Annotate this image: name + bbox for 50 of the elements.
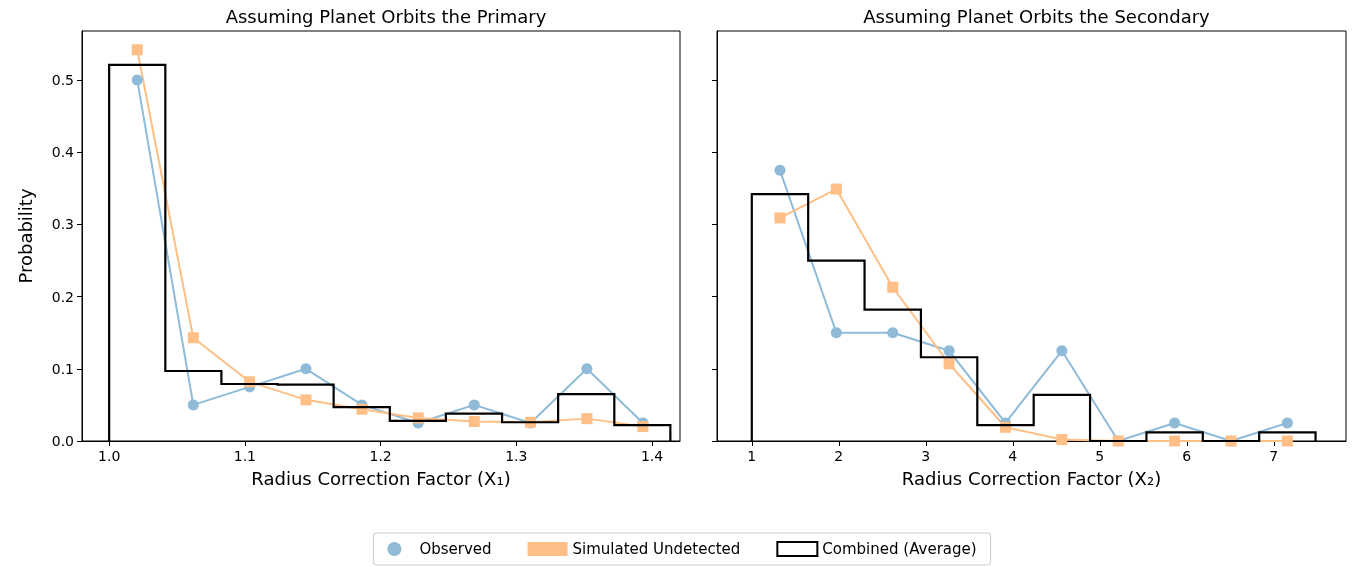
y-tick-label: 0.5	[51, 72, 74, 89]
y-tick-label: 0.3	[51, 216, 74, 233]
x-tick-label: 1.4	[640, 448, 664, 464]
legend-label: Observed	[419, 540, 492, 558]
point	[830, 327, 842, 339]
x-tick-label: 1.0	[98, 448, 121, 464]
point	[468, 399, 480, 411]
y-axis-title: Probability	[14, 188, 36, 284]
legend-label: Combined (Average)	[822, 540, 977, 558]
point	[187, 399, 199, 411]
point	[887, 281, 899, 293]
x-tick-label: 1.1	[233, 448, 256, 464]
point	[581, 413, 593, 425]
point	[131, 74, 143, 86]
point	[774, 164, 786, 176]
legend-label: Simulated Undetected	[572, 540, 741, 558]
x-tick-label: 7	[1269, 448, 1279, 464]
point	[300, 363, 312, 375]
chart-title: Assuming Planet Orbits the Primary	[225, 5, 547, 27]
point	[943, 345, 955, 357]
y-tick-label: 0.0	[51, 433, 74, 449]
x-tick-label: 6	[1182, 448, 1192, 464]
point	[300, 394, 312, 406]
point	[581, 363, 593, 375]
x-tick-label: 1	[747, 448, 757, 464]
x-tick-label: 1.2	[369, 448, 392, 464]
y-tick-label: 0.2	[51, 288, 74, 305]
point	[468, 416, 480, 428]
point	[774, 212, 786, 224]
point	[1169, 417, 1181, 429]
point	[887, 327, 899, 339]
x-tick-label: 5	[1095, 448, 1105, 464]
y-tick-label: 0.1	[51, 360, 74, 377]
x-tick-label: 4	[1008, 448, 1018, 464]
point	[1056, 434, 1068, 446]
x-axis-title: Radius Correction Factor (X₂)	[901, 467, 1162, 489]
point	[187, 332, 199, 344]
x-tick-label: 1.3	[505, 448, 528, 464]
point	[1281, 417, 1293, 429]
chart-title: Assuming Planet Orbits the Secondary	[863, 5, 1211, 27]
point	[830, 183, 842, 195]
x-tick-label: 2	[834, 448, 844, 464]
y-tick-label: 0.4	[51, 144, 75, 161]
point	[1281, 435, 1293, 447]
point	[131, 44, 143, 56]
x-tick-label: 3	[921, 448, 931, 464]
point	[1169, 435, 1181, 447]
point	[943, 358, 955, 370]
point	[1056, 345, 1068, 357]
x-axis-title: Radius Correction Factor (X₁)	[251, 467, 511, 489]
